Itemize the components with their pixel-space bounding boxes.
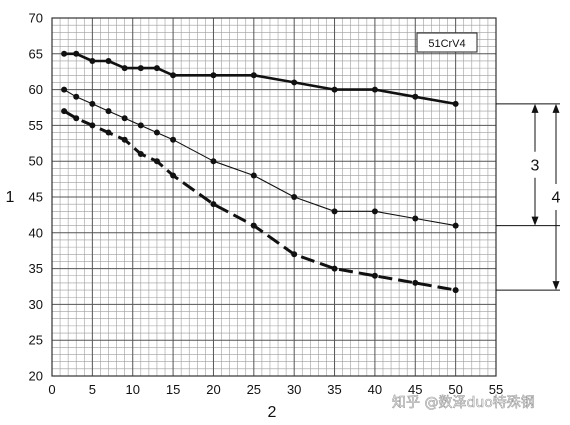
- x-tick-label: 45: [408, 382, 422, 397]
- series-1-point: [137, 65, 144, 72]
- x-tick-label: 25: [247, 382, 261, 397]
- x-tick-label: 30: [287, 382, 301, 397]
- series-2-point: [412, 215, 419, 222]
- series-2-point: [210, 158, 217, 165]
- y-tick-label: 60: [29, 82, 43, 97]
- series-1-point: [61, 50, 68, 57]
- y-tick-label: 65: [29, 46, 43, 61]
- annotation-arrowhead-down: [531, 216, 539, 226]
- series-line-1: [64, 52, 456, 106]
- x-tick-label: 10: [125, 382, 139, 397]
- x-tick-label: 50: [448, 382, 462, 397]
- x-tick-label: 35: [327, 382, 341, 397]
- series-2-point: [121, 115, 128, 122]
- series-3-point: [105, 129, 112, 136]
- series-2-point: [371, 208, 378, 215]
- series-1-point: [452, 100, 459, 107]
- annotation-label: 4: [552, 190, 561, 207]
- series-3-point: [452, 287, 459, 294]
- series-2-point: [331, 208, 338, 215]
- x-tick-label: 15: [166, 382, 180, 397]
- series-1-point: [73, 50, 80, 57]
- x-tick-label: 0: [48, 382, 55, 397]
- annotation-label: 3: [531, 157, 540, 174]
- series-3-point: [121, 136, 128, 143]
- series-2-point: [452, 222, 459, 229]
- watermark: 知乎 @数泽duo特殊钢: [392, 394, 535, 411]
- series-2-point: [73, 93, 80, 100]
- annotation-arrowhead-up: [531, 103, 539, 113]
- series-3-point: [412, 279, 419, 286]
- series-1-point: [250, 72, 257, 79]
- x-tick-label: 40: [368, 382, 382, 397]
- series-2-point: [250, 172, 257, 179]
- x-tick-label: 55: [489, 382, 503, 397]
- series-1-point: [371, 86, 378, 93]
- series-line-2: [63, 89, 456, 227]
- series-3-point: [170, 172, 177, 179]
- y-tick-label: 20: [29, 369, 43, 384]
- y-axis-ticks: 20 25 30 35 40 45 50 55 60 65 70: [29, 11, 43, 384]
- x-tick-label: 20: [206, 382, 220, 397]
- series-3-point: [61, 108, 68, 115]
- series-1-point: [89, 57, 96, 64]
- series-1-point: [153, 65, 160, 72]
- series-3-point: [73, 115, 80, 122]
- grid-major: [51, 17, 497, 377]
- annotation-arrowhead-down: [552, 281, 560, 291]
- plot-frame: [51, 17, 497, 377]
- y-tick-label: 35: [29, 261, 43, 276]
- x-axis-ticks: 0 5 10 15 20 25 30 35 40 45 50 55: [48, 382, 503, 397]
- series-3-point: [291, 251, 298, 258]
- series-1-point: [291, 79, 298, 86]
- y-tick-label: 50: [29, 154, 43, 169]
- series-2-point: [291, 194, 298, 200]
- series-2-point: [89, 100, 96, 107]
- series-2-point: [153, 129, 160, 136]
- y-tick-label: 55: [29, 118, 43, 133]
- series-3-point: [331, 265, 338, 272]
- series-3-point: [89, 122, 96, 129]
- series-3-point: [210, 201, 217, 208]
- series-2-point: [61, 86, 68, 93]
- x-axis-label: 2: [268, 404, 277, 421]
- series-2-point: [105, 108, 112, 115]
- series-3-point: [137, 151, 144, 158]
- series-3-point: [250, 222, 257, 229]
- legend-label: 51CrV4: [428, 38, 465, 50]
- y-axis-label: 1: [6, 189, 15, 206]
- series-layer: [61, 50, 459, 294]
- series-3-point: [153, 158, 160, 165]
- series-1-point: [331, 86, 338, 93]
- y-tick-label: 45: [29, 190, 43, 205]
- y-tick-label: 40: [29, 225, 43, 240]
- series-2-point: [170, 136, 177, 143]
- series-1-point: [210, 72, 217, 79]
- y-tick-label: 25: [29, 333, 43, 348]
- series-1-point: [121, 65, 128, 72]
- series-3-point: [371, 272, 378, 279]
- series-2-point: [137, 122, 144, 129]
- x-tick-label: 5: [89, 382, 96, 397]
- y-tick-label: 30: [29, 297, 43, 312]
- series-1-point: [412, 93, 419, 100]
- legend-box: 51CrV4: [416, 32, 478, 53]
- annotations: 34: [496, 103, 561, 291]
- series-1-point: [170, 72, 177, 79]
- series-1-point: [105, 57, 112, 64]
- y-tick-label: 70: [29, 11, 43, 26]
- annotation-arrowhead-up: [552, 103, 560, 113]
